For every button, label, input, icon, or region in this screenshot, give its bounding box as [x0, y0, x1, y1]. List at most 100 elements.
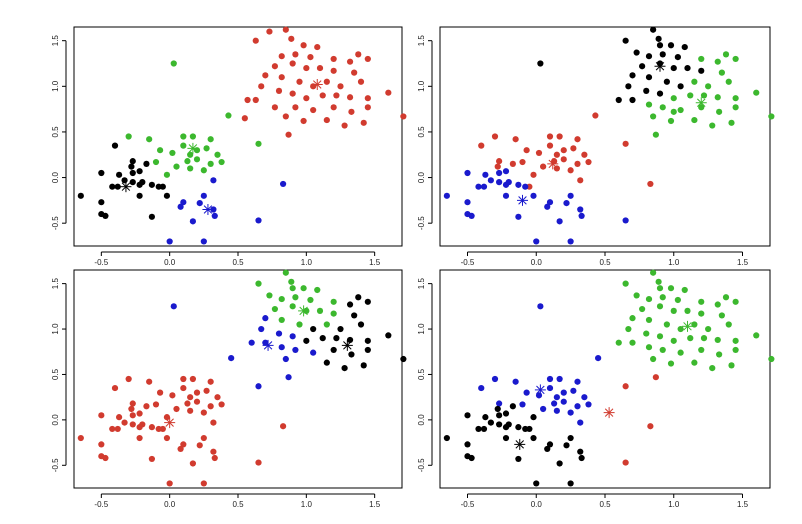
data-point — [768, 355, 775, 363]
data-point — [303, 64, 310, 72]
data-point — [252, 37, 259, 44]
x-tick-label: 1.0 — [301, 500, 313, 509]
data-point — [187, 407, 194, 414]
data-point — [136, 410, 143, 417]
panel-top-right: -0.5 0.0 0.5 1.0 1.5 -0.5 0.0 0.5 1.0 1.5 — [417, 26, 775, 267]
centroid-star-marker — [654, 60, 666, 72]
data-point — [674, 296, 681, 304]
y-tick-label: -0.5 — [417, 216, 426, 230]
data-point — [553, 394, 560, 401]
data-point — [148, 455, 155, 463]
data-point — [157, 147, 164, 154]
data-point — [622, 140, 629, 147]
data-point — [567, 409, 574, 416]
data-point — [218, 401, 225, 408]
data-point — [502, 410, 510, 417]
data-point — [639, 63, 646, 70]
data-point — [691, 359, 698, 366]
data-point — [698, 55, 705, 63]
data-point — [187, 151, 194, 158]
x-tick-label: -0.5 — [461, 258, 475, 267]
data-point — [725, 321, 732, 328]
data-point — [645, 53, 653, 60]
data-point — [136, 434, 143, 442]
x-tick-label: 1.0 — [301, 258, 313, 267]
data-point — [282, 355, 289, 363]
y-tick-label: -0.5 — [51, 216, 60, 230]
data-point — [337, 325, 344, 333]
data-point — [732, 104, 739, 111]
data-point — [560, 147, 567, 154]
y-tick-label: 1.5 — [51, 35, 60, 47]
data-point — [323, 116, 330, 124]
data-point — [519, 401, 526, 408]
data-point — [714, 336, 721, 344]
data-point — [255, 459, 262, 466]
data-point — [289, 60, 296, 67]
data-point — [700, 335, 708, 342]
data-point — [560, 389, 567, 396]
data-point — [659, 51, 666, 58]
data-point — [241, 115, 248, 122]
y-tick-label: 1.5 — [51, 278, 60, 290]
data-point — [278, 295, 285, 303]
data-point — [266, 28, 273, 35]
data-point — [77, 192, 84, 199]
data-point — [155, 425, 162, 433]
data-point — [716, 108, 723, 115]
data-point — [136, 181, 143, 188]
data-point — [136, 168, 143, 175]
data-point — [111, 142, 119, 149]
x-tick-label: 0.0 — [531, 258, 543, 267]
data-point — [502, 168, 510, 175]
data-point — [574, 378, 581, 385]
data-point — [255, 217, 262, 224]
data-point — [102, 212, 109, 219]
data-point — [364, 104, 371, 111]
centroid-star-marker — [517, 194, 528, 206]
data-point — [255, 280, 262, 287]
data-point — [200, 192, 207, 199]
data-point — [509, 403, 516, 410]
y-tick-label: 0.0 — [51, 171, 60, 183]
data-point — [530, 434, 537, 442]
data-point — [670, 64, 677, 72]
data-point — [650, 269, 657, 276]
data-point — [187, 165, 194, 172]
data-point — [360, 362, 367, 369]
data-point — [152, 401, 160, 408]
data-point — [670, 337, 677, 344]
data-point — [530, 192, 537, 199]
data-point — [655, 278, 662, 285]
data-point — [546, 199, 554, 206]
data-point — [578, 454, 585, 462]
data-point — [705, 325, 712, 333]
centroid-star-marker — [603, 407, 615, 419]
data-point — [647, 180, 654, 188]
data-point — [622, 280, 629, 287]
data-point — [502, 424, 510, 431]
centroid-star-marker — [514, 438, 526, 450]
data-point — [578, 212, 585, 219]
data-point — [732, 337, 739, 344]
x-tick-label: 0.0 — [164, 500, 176, 509]
data-point — [200, 434, 207, 442]
centroid-star-marker — [120, 181, 132, 193]
data-point — [732, 346, 739, 354]
data-point — [166, 238, 173, 245]
data-point — [667, 360, 675, 367]
data-point — [163, 192, 171, 199]
y-tick-label: 0.5 — [417, 368, 426, 380]
data-point — [677, 349, 684, 356]
data-point — [496, 158, 503, 165]
plot-frame — [73, 269, 403, 489]
data-point — [330, 55, 337, 63]
data-point — [663, 321, 670, 328]
data-point — [121, 419, 128, 426]
data-point — [152, 158, 160, 166]
data-point — [348, 108, 355, 115]
data-point — [652, 131, 659, 138]
y-tick-label: 0.0 — [51, 414, 60, 426]
data-point — [180, 384, 187, 392]
